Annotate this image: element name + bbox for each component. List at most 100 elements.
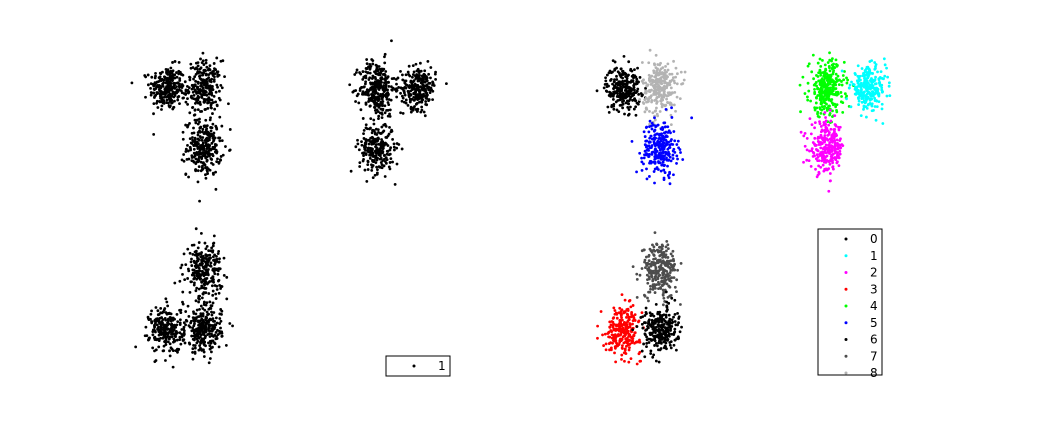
data-point: [211, 112, 214, 115]
data-point: [601, 333, 604, 337]
data-point: [193, 346, 197, 350]
data-point: [429, 66, 433, 69]
data-point: [214, 337, 218, 341]
data-point: [818, 69, 822, 73]
data-point: [422, 110, 426, 114]
series-top-4-2: [799, 108, 845, 193]
data-point: [815, 153, 819, 157]
data-point: [191, 106, 195, 109]
data-point: [201, 90, 205, 93]
data-point: [809, 164, 813, 168]
data-point: [665, 305, 669, 309]
data-point: [199, 160, 203, 164]
data-point: [218, 115, 222, 119]
data-point: [190, 264, 194, 267]
data-point: [614, 328, 618, 332]
data-point: [185, 319, 189, 323]
data-point: [199, 84, 203, 88]
data-point: [144, 95, 147, 99]
data-point: [841, 111, 845, 114]
data-point: [159, 306, 163, 310]
data-point: [656, 317, 660, 321]
data-point: [146, 83, 150, 87]
data-point: [866, 66, 869, 70]
data-point: [666, 243, 670, 247]
legend-label: 1: [870, 249, 878, 263]
data-point: [828, 69, 832, 73]
data-point: [643, 314, 647, 317]
data-point: [608, 69, 612, 73]
data-point: [665, 94, 669, 98]
legend-label: 2: [870, 266, 878, 280]
data-point: [377, 65, 381, 68]
data-point: [378, 147, 381, 151]
data-point: [662, 93, 666, 97]
data-point: [170, 330, 173, 333]
data-point: [621, 69, 624, 73]
data-point: [675, 95, 679, 99]
data-point: [205, 301, 209, 305]
data-point: [839, 100, 843, 104]
data-point: [199, 335, 202, 339]
data-point: [200, 280, 204, 284]
data-point: [196, 101, 200, 105]
data-point: [813, 108, 817, 112]
data-point: [665, 270, 669, 273]
data-point: [626, 307, 630, 311]
data-point: [200, 138, 204, 142]
data-point: [827, 189, 831, 193]
data-point: [657, 339, 661, 343]
data-point: [653, 291, 657, 294]
data-point: [201, 319, 204, 323]
data-point: [370, 168, 374, 172]
series-bottom-3-2: [631, 290, 683, 364]
data-point: [806, 98, 810, 102]
data-point: [808, 149, 811, 153]
data-point: [374, 151, 378, 155]
data-point: [201, 130, 204, 134]
data-point: [401, 111, 405, 115]
data-point: [414, 77, 418, 81]
data-point: [368, 76, 372, 80]
data-point: [888, 94, 892, 97]
data-point: [880, 102, 884, 106]
data-point: [153, 319, 157, 323]
data-point: [807, 62, 811, 66]
data-point: [653, 116, 656, 120]
data-point: [663, 76, 666, 80]
data-point: [856, 85, 859, 89]
data-point: [211, 339, 214, 343]
data-point: [647, 341, 651, 344]
data-point: [635, 89, 639, 93]
data-point: [165, 98, 169, 102]
data-point: [206, 130, 210, 134]
data-point: [376, 85, 380, 89]
data-point: [666, 256, 670, 259]
data-point: [420, 86, 424, 90]
data-point: [423, 69, 427, 73]
data-point: [651, 111, 655, 115]
data-point: [640, 156, 644, 160]
data-point: [676, 323, 679, 327]
data-point: [653, 181, 656, 185]
data-point: [402, 100, 406, 104]
data-point: [646, 100, 650, 104]
data-point: [380, 116, 384, 120]
data-point: [605, 73, 609, 77]
data-point: [209, 85, 213, 89]
data-point: [379, 107, 383, 111]
data-point: [620, 318, 624, 322]
data-point: [418, 91, 421, 95]
data-point: [886, 75, 890, 79]
data-point: [610, 333, 614, 337]
data-point: [632, 315, 635, 319]
data-point: [199, 57, 202, 61]
data-point: [662, 346, 666, 350]
data-point: [370, 77, 374, 80]
data-point: [675, 82, 679, 86]
data-point: [660, 142, 664, 146]
data-point: [373, 106, 377, 110]
data-point: [622, 341, 626, 345]
data-point: [198, 129, 201, 133]
data-point: [637, 92, 640, 96]
